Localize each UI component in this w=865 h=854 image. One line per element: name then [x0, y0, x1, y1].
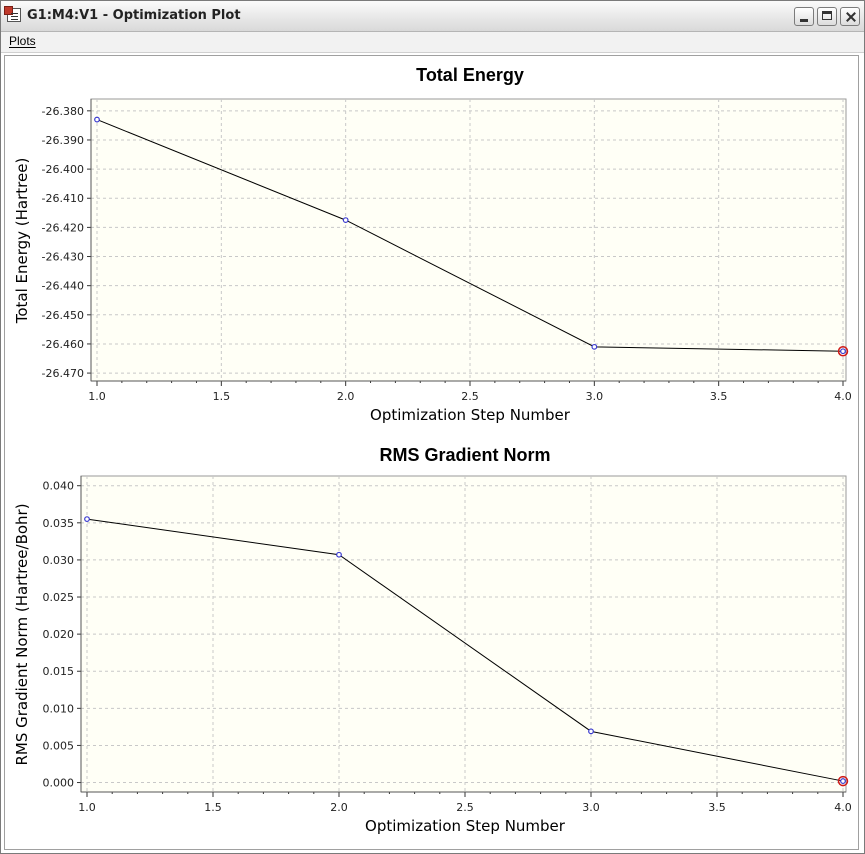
chart-title: Total Energy — [416, 65, 524, 85]
maximize-icon[interactable] — [817, 7, 837, 26]
y-tick-label: 0.025 — [43, 591, 75, 604]
x-axis-label: Optimization Step Number — [365, 817, 566, 835]
close-icon[interactable] — [840, 7, 860, 26]
x-tick-label: 2.5 — [461, 390, 479, 403]
x-tick-label: 3.0 — [582, 801, 600, 814]
final-point-highlight — [837, 345, 849, 357]
final-point-highlight — [837, 775, 849, 787]
x-tick-label: 1.0 — [78, 801, 96, 814]
data-point — [591, 343, 598, 350]
total-energy-chart: Total Energy 1.0 1.5 2.0 2.5 3.0 3.5 4.0 -26.380… — [13, 65, 852, 424]
y-tick-label: 0.020 — [43, 628, 75, 641]
x-tick-label: 3.5 — [710, 390, 728, 403]
y-tick-label: 0.015 — [43, 665, 75, 678]
y-tick-label: -26.470 — [42, 367, 84, 380]
y-tick-label: -26.460 — [42, 338, 84, 351]
y-tick-label: 0.035 — [43, 517, 75, 530]
menu-plots[interactable]: Plots — [9, 34, 36, 48]
plot-background — [90, 98, 847, 382]
y-tick-label: 0.000 — [43, 777, 75, 790]
rms-gradient-chart: RMS Gradient Norm 1.0 1.5 2.0 2.5 3.0 3.5 4.0 0.… — [13, 445, 852, 835]
y-tick-label: -26.400 — [42, 163, 84, 176]
chart-title: RMS Gradient Norm — [379, 445, 550, 465]
y-tick-label: -26.450 — [42, 309, 84, 322]
y-axis-label: Total Energy (Hartree) — [13, 158, 31, 325]
data-point — [336, 551, 342, 558]
x-axis-label: Optimization Step Number — [370, 406, 571, 424]
y-tick-label: -26.390 — [42, 134, 84, 147]
data-point — [84, 516, 90, 523]
y-axis-label: RMS Gradient Norm (Hartree/Bohr) — [13, 503, 31, 765]
y-tick-label: -26.410 — [42, 192, 84, 205]
app-document-icon[interactable] — [4, 6, 21, 22]
x-tick-label: 2.5 — [456, 801, 474, 814]
data-point — [840, 778, 846, 784]
x-tick-label: 2.0 — [337, 390, 355, 403]
x-tick-label: 4.0 — [834, 801, 852, 814]
y-tick-label: 0.040 — [43, 480, 75, 493]
y-tick-label: -26.440 — [42, 280, 84, 293]
x-tick-label: 2.0 — [330, 801, 348, 814]
data-point — [840, 348, 846, 355]
menu-bar: Plots — [1, 32, 864, 53]
y-tick-label: 0.005 — [43, 739, 75, 752]
window-title: G1:M4:V1 - Optimization Plot — [27, 8, 241, 23]
data-point — [342, 217, 349, 224]
x-tick-label: 4.0 — [834, 390, 852, 403]
y-tick-label: -26.430 — [42, 251, 84, 264]
y-tick-label: -26.420 — [42, 221, 84, 234]
y-tick-label: 0.030 — [43, 554, 75, 567]
y-tick-label: -26.380 — [42, 105, 84, 118]
x-tick-label: 3.0 — [586, 390, 604, 403]
y-tick-label: 0.010 — [43, 702, 75, 715]
plots-panel: Total Energy 1.0 1.5 2.0 2.5 3.0 3.5 4.0 -26.380… — [4, 55, 859, 850]
data-point — [588, 728, 594, 735]
title-bar[interactable]: G1:M4:V1 - Optimization Plot — [1, 1, 864, 32]
data-point — [94, 116, 100, 123]
x-tick-label: 1.5 — [204, 801, 222, 814]
x-tick-label: 1.0 — [88, 390, 106, 403]
series-line — [96, 119, 844, 352]
x-tick-label: 3.5 — [708, 801, 726, 814]
minimize-icon[interactable] — [794, 7, 814, 26]
series-line — [86, 518, 844, 782]
x-tick-label: 1.5 — [213, 390, 231, 403]
